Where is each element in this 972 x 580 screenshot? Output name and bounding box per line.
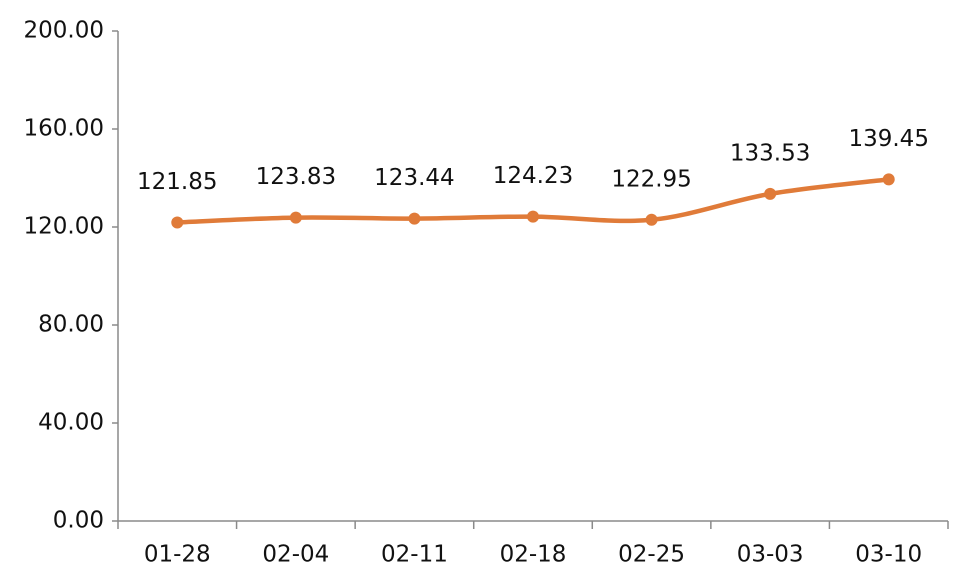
point <box>171 216 184 229</box>
y-tick-label: 200.00 <box>24 18 104 44</box>
y-tick-label: 120.00 <box>24 214 104 240</box>
y-tick-label: 40.00 <box>38 410 104 436</box>
data-label: 124.23 <box>493 163 573 189</box>
x-tick-label: 02-11 <box>381 542 448 568</box>
data-label: 133.53 <box>730 140 810 166</box>
point <box>764 187 777 200</box>
point <box>527 210 539 223</box>
y-tick-label: 80.00 <box>38 312 104 338</box>
x-tick-label: 03-10 <box>855 542 922 568</box>
x-tick-label: 01-28 <box>144 542 211 568</box>
x-tick-label: 02-04 <box>262 542 329 568</box>
data-label: 121.85 <box>137 169 217 195</box>
x-tick-label: 02-18 <box>500 542 567 568</box>
data-label: 122.95 <box>611 166 691 192</box>
y-tick-label: 0.00 <box>53 508 104 534</box>
data-label: 139.45 <box>848 126 928 152</box>
x-tick-label: 02-25 <box>618 542 685 568</box>
point <box>289 211 302 224</box>
data-label: 123.44 <box>374 165 454 191</box>
point <box>882 173 895 186</box>
y-tick-label: 160.00 <box>24 116 104 142</box>
data-label: 123.83 <box>256 164 336 190</box>
point <box>645 213 658 226</box>
point <box>408 212 421 225</box>
x-tick-label: 03-03 <box>737 542 804 568</box>
